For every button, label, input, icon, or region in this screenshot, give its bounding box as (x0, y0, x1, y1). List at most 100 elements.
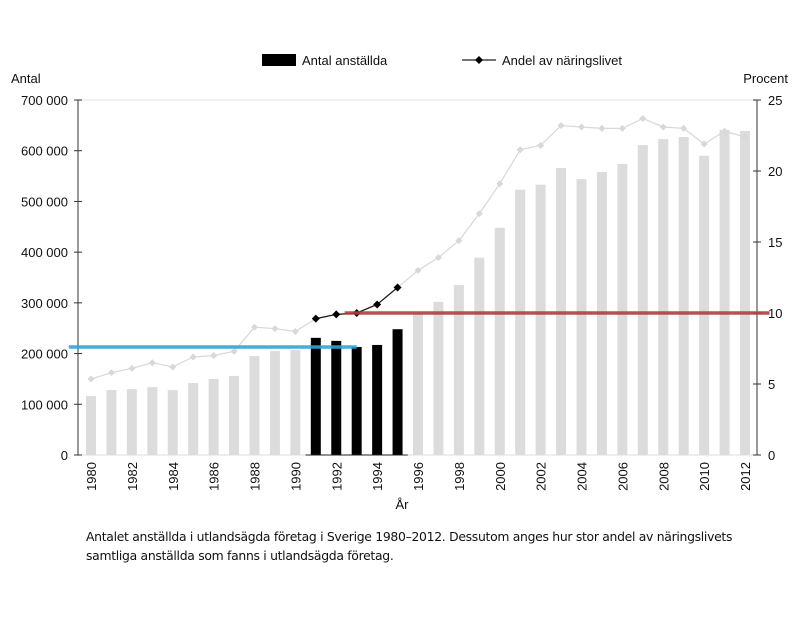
line-segment (724, 130, 746, 138)
x-tick-label-1992: 1992 (329, 462, 344, 491)
bar-1984 (167, 390, 178, 455)
line-point-1991 (311, 314, 320, 323)
line-segment (478, 183, 501, 214)
x-tick-label-1980: 1980 (84, 462, 99, 491)
figure-caption: Antalet anställda i utlandsägda företag … (86, 529, 733, 563)
right-tick-label: 25 (768, 93, 782, 108)
line-point-2008 (659, 123, 667, 131)
line-point-1981 (107, 369, 115, 377)
line-segment (376, 286, 398, 305)
line-point-1980 (87, 375, 95, 383)
bar-1989 (269, 351, 280, 455)
line-segment (499, 149, 521, 185)
left-tick-label: 300 000 (21, 296, 68, 311)
line-segment (581, 126, 602, 129)
bar-2006 (617, 163, 628, 455)
bar-2012 (740, 130, 750, 455)
left-tick-label: 400 000 (21, 245, 68, 260)
x-tick-label-2000: 2000 (493, 462, 508, 491)
line-point-2007 (639, 114, 647, 122)
bar-1994 (372, 344, 383, 455)
right-tick-label: 10 (768, 306, 782, 321)
x-tick-label-1998: 1998 (452, 462, 467, 491)
x-tick-label-2008: 2008 (656, 462, 671, 491)
x-tick-label-2006: 2006 (615, 462, 630, 491)
left-tick-label: 0 (61, 448, 68, 463)
bar-2001 (515, 189, 526, 455)
line-point-1996 (414, 266, 422, 274)
line-point-1987 (230, 347, 238, 355)
line-point-1997 (434, 254, 442, 262)
line-segment (520, 144, 541, 151)
bar-1999 (474, 257, 485, 455)
left-tick-label: 500 000 (21, 194, 68, 209)
bar-1981 (106, 390, 117, 455)
line-point-1990 (291, 327, 299, 335)
line-point-1985 (189, 353, 197, 361)
line-point-2012 (741, 133, 749, 141)
x-axis-title: År (396, 497, 410, 512)
line-segment (111, 367, 132, 374)
x-tick-label-1994: 1994 (370, 462, 385, 491)
line-point-1994 (373, 300, 382, 309)
line-point-1995 (393, 283, 402, 292)
bar-2004 (576, 179, 587, 455)
bar-1990 (290, 350, 301, 455)
bar-2007 (637, 145, 648, 455)
bar-1992 (331, 340, 342, 455)
x-tick-label-1984: 1984 (166, 462, 181, 491)
bar-2010 (699, 155, 710, 456)
line-segment (642, 117, 664, 128)
line-point-1984 (169, 363, 177, 371)
line-point-1992 (332, 310, 341, 319)
line-segment (274, 328, 296, 333)
line-point-2001 (516, 146, 524, 154)
bar-1997 (433, 301, 444, 455)
line-segment (397, 269, 419, 288)
line-segment (172, 356, 194, 368)
line-point-1983 (148, 359, 156, 367)
line-segment (458, 213, 480, 241)
bar-1987 (229, 375, 240, 455)
line-point-2000 (496, 180, 504, 188)
bar-1980 (86, 396, 96, 455)
right-axis-title: Procent (743, 71, 788, 86)
right-tick-label: 15 (768, 235, 782, 250)
x-tick-label-1988: 1988 (248, 462, 263, 491)
x-tick-label-2010: 2010 (697, 462, 712, 491)
bar-1998 (453, 285, 464, 455)
line-segment (663, 126, 684, 129)
line-segment (193, 355, 214, 358)
bar-1982 (126, 389, 137, 455)
line-segment (683, 127, 705, 145)
bar-1986 (208, 378, 219, 455)
line-point-2002 (537, 141, 545, 149)
right-tick-label: 0 (768, 448, 775, 463)
line-point-1982 (128, 364, 136, 372)
line-segment (417, 257, 439, 271)
legend-bar-label: Antal anställda (302, 53, 388, 68)
line-segment (561, 124, 582, 128)
line-point-2011 (721, 127, 729, 135)
legend-bar-swatch (262, 54, 296, 66)
line-segment (703, 130, 725, 145)
line-segment (315, 313, 337, 320)
bar-1983 (147, 387, 158, 455)
bar-2008 (658, 139, 669, 456)
line-segment (254, 326, 275, 330)
legend-line-label: Andel av näringslivet (502, 53, 622, 68)
line-segment (295, 318, 317, 332)
x-tick-label-2004: 2004 (575, 462, 590, 491)
left-tick-label: 200 000 (21, 347, 68, 362)
x-tick-label-1986: 1986 (207, 462, 222, 491)
right-tick-label: 5 (768, 377, 775, 392)
line-point-2003 (557, 122, 565, 130)
bar-1996 (413, 313, 423, 455)
line-point-1986 (210, 352, 218, 360)
x-tick-label-1996: 1996 (411, 462, 426, 491)
bar-2002 (535, 184, 546, 455)
bar-1985 (188, 382, 199, 455)
line-point-2010 (700, 140, 708, 148)
line-segment (540, 125, 562, 146)
